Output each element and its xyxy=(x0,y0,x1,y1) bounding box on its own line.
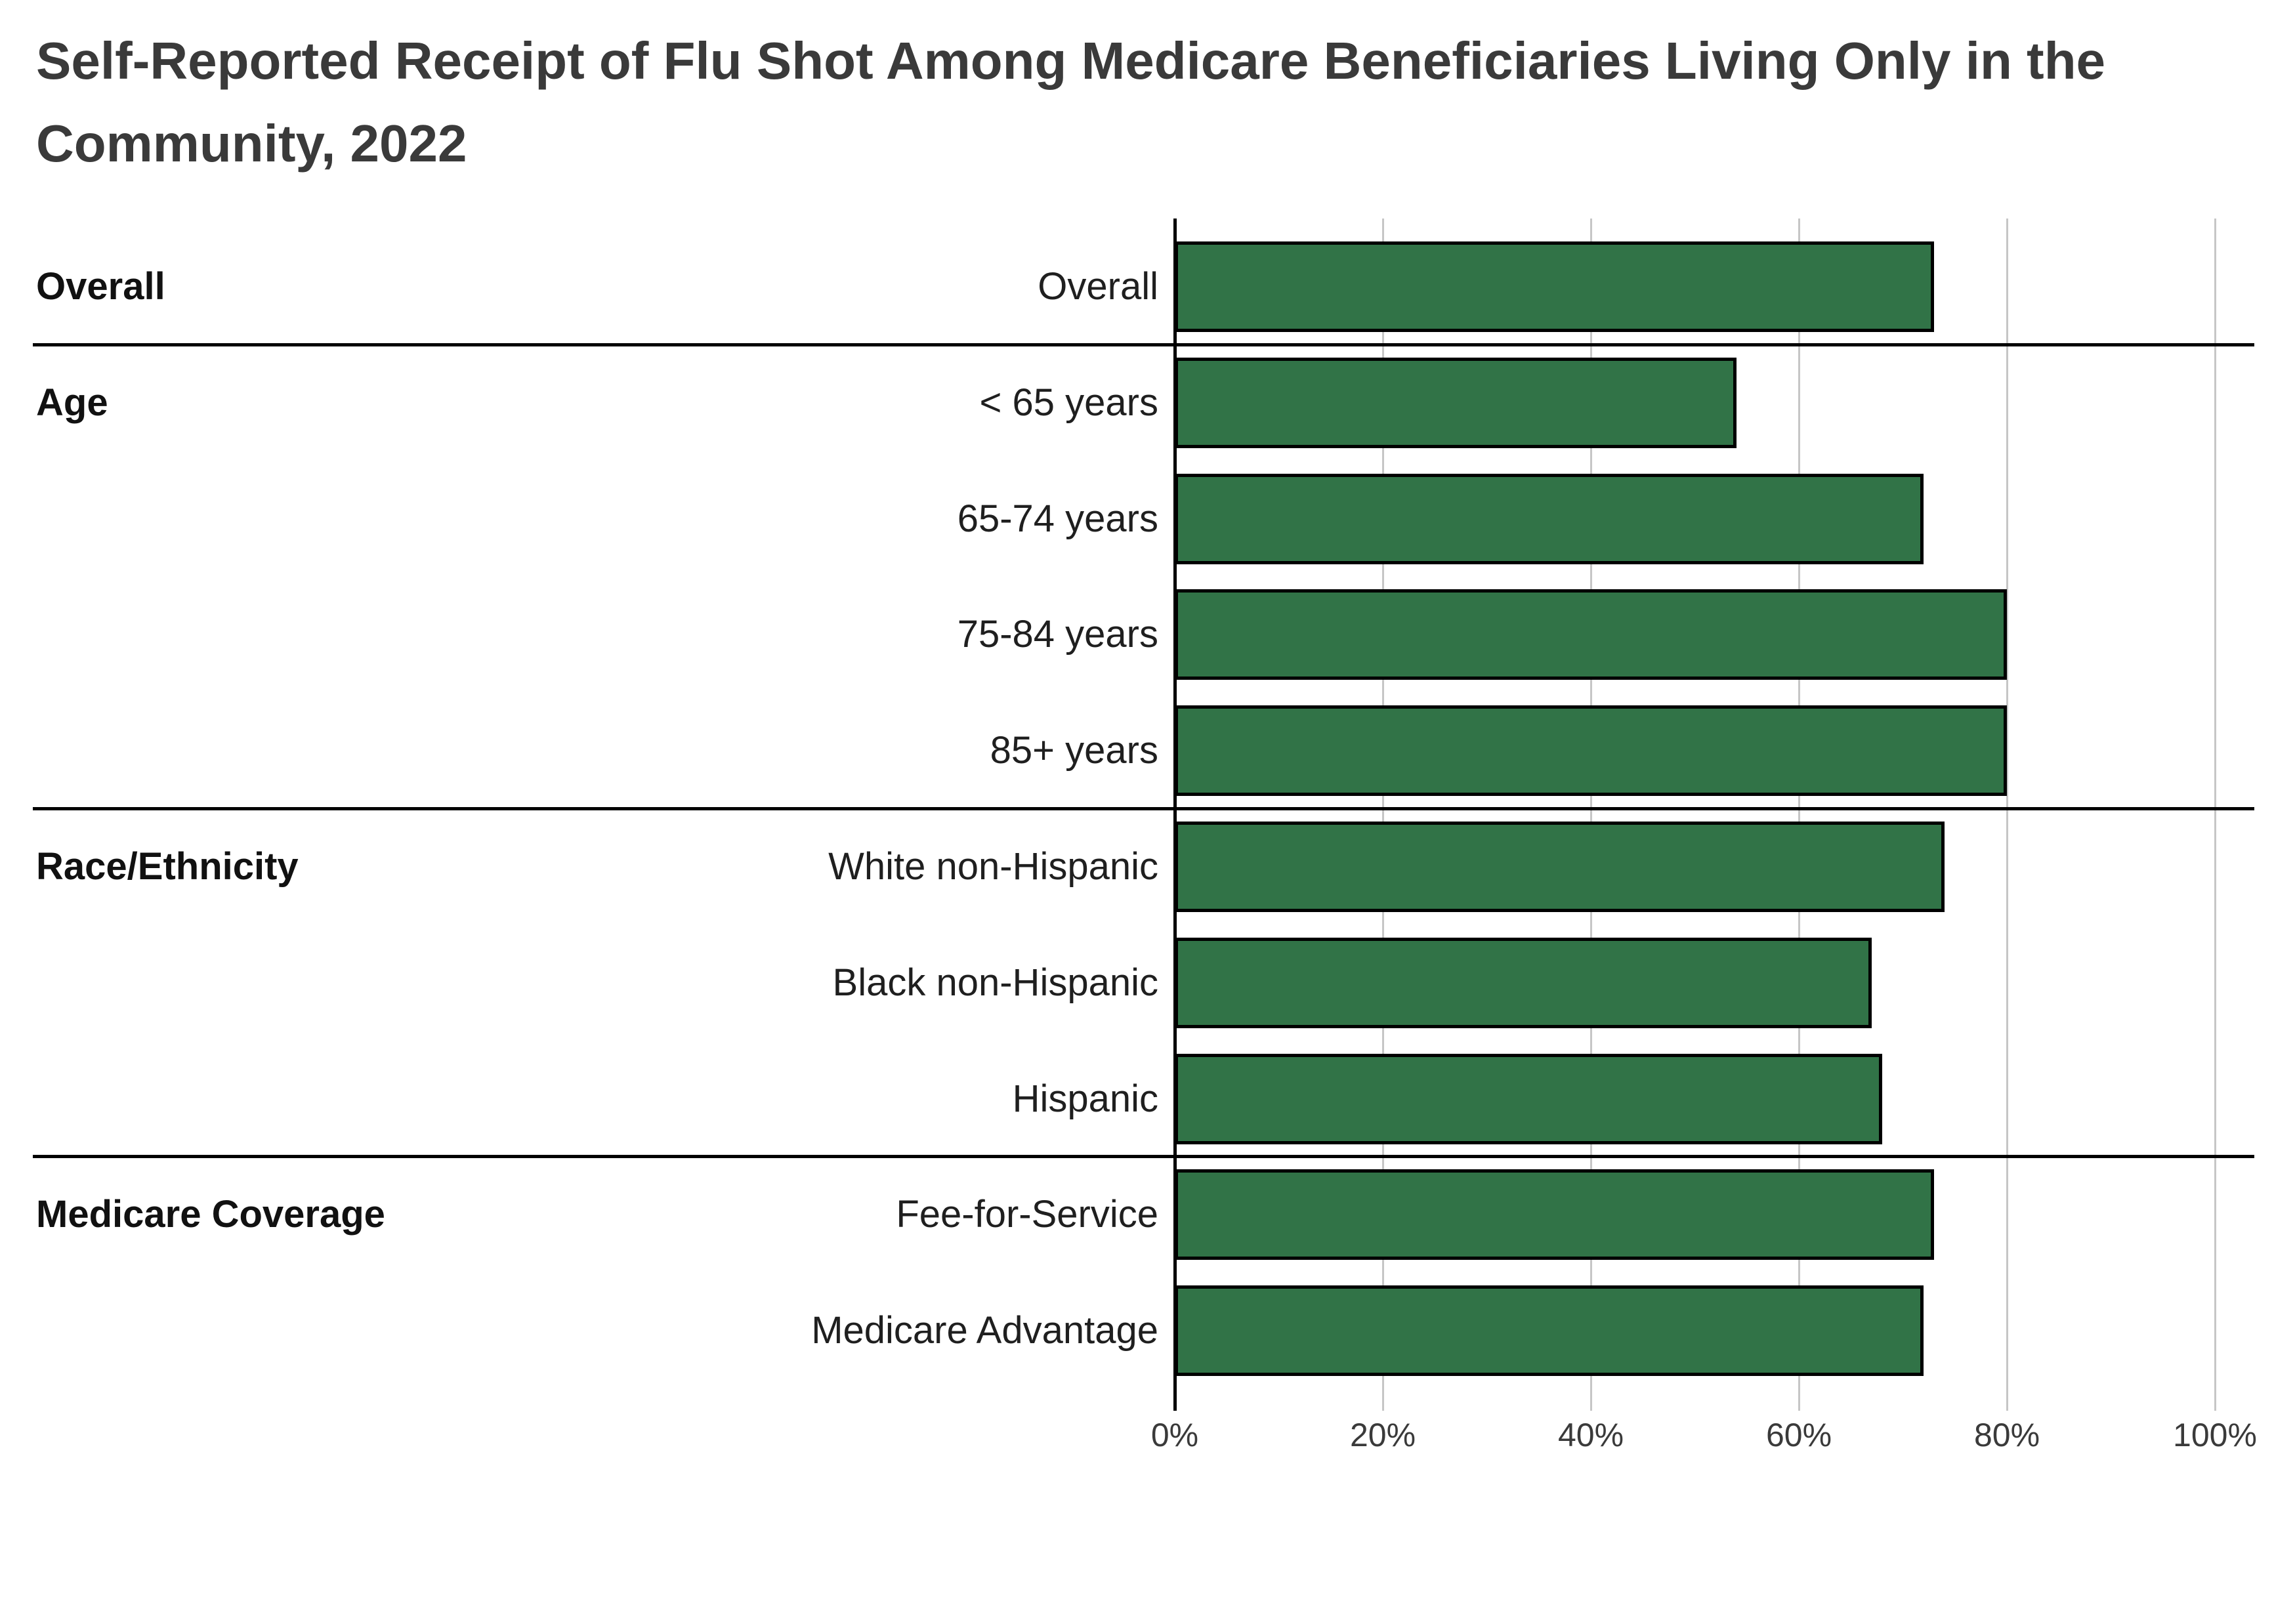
bar xyxy=(1175,1285,1924,1376)
section-label: Medicare Coverage xyxy=(36,1193,385,1236)
x-tick-label: 40% xyxy=(1557,1417,1624,1453)
bar-label: 65-74 years xyxy=(957,497,1158,540)
gridline-20 xyxy=(1382,219,1384,1411)
bar xyxy=(1175,1169,1934,1260)
bar-label: Medicare Advantage xyxy=(811,1309,1158,1352)
bar xyxy=(1175,358,1737,448)
bar xyxy=(1175,822,1945,912)
gridline-40 xyxy=(1590,219,1592,1411)
chart-title-line-2: Community, 2022 xyxy=(36,114,467,173)
section-divider xyxy=(33,1155,2254,1158)
bar xyxy=(1175,705,2007,796)
section-divider xyxy=(33,343,2254,346)
gridline-60 xyxy=(1798,219,1800,1411)
bar-label: Overall xyxy=(1038,265,1158,308)
bar-label: < 65 years xyxy=(979,381,1158,424)
bar-label: Black non-Hispanic xyxy=(832,961,1158,1004)
bar-label: White non-Hispanic xyxy=(828,845,1158,888)
x-tick-label: 60% xyxy=(1765,1417,1832,1453)
x-tick-label: 80% xyxy=(1973,1417,2040,1453)
gridline-100 xyxy=(2214,219,2216,1411)
bar-label: Fee-for-Service xyxy=(896,1193,1158,1236)
x-tick-label: 20% xyxy=(1349,1417,1416,1453)
bar xyxy=(1175,474,1924,564)
chart-title-line-1: Self-Reported Receipt of Flu Shot Among … xyxy=(36,31,2106,90)
bar xyxy=(1175,589,2007,680)
bar xyxy=(1175,241,1934,332)
x-tick-label: 0% xyxy=(1150,1417,1199,1453)
bar xyxy=(1175,1054,1882,1144)
bar-label: 75-84 years xyxy=(957,613,1158,656)
section-label: Overall xyxy=(36,265,165,308)
section-divider xyxy=(33,807,2254,810)
bar-label: 85+ years xyxy=(990,729,1158,772)
section-label: Race/Ethnicity xyxy=(36,845,299,888)
gridline-80 xyxy=(2006,219,2008,1411)
y-axis-line xyxy=(1173,219,1177,1411)
x-tick-label: 100% xyxy=(2173,1417,2257,1453)
bar xyxy=(1175,938,1872,1028)
section-label: Age xyxy=(36,381,108,424)
bar-label: Hispanic xyxy=(1012,1077,1158,1120)
